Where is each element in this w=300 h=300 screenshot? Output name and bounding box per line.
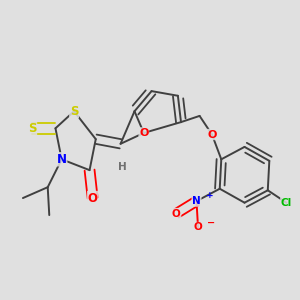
Text: O: O [207,130,217,140]
Text: −: − [207,218,215,228]
Text: +: + [206,191,213,200]
Text: H: H [118,162,127,172]
Text: S: S [70,105,78,118]
Text: O: O [172,208,181,218]
Text: N: N [57,153,67,166]
Text: O: O [88,191,98,205]
Text: Cl: Cl [281,198,292,208]
Text: O: O [194,223,203,232]
Text: N: N [192,196,201,206]
Text: O: O [139,128,148,138]
Text: S: S [28,122,37,135]
